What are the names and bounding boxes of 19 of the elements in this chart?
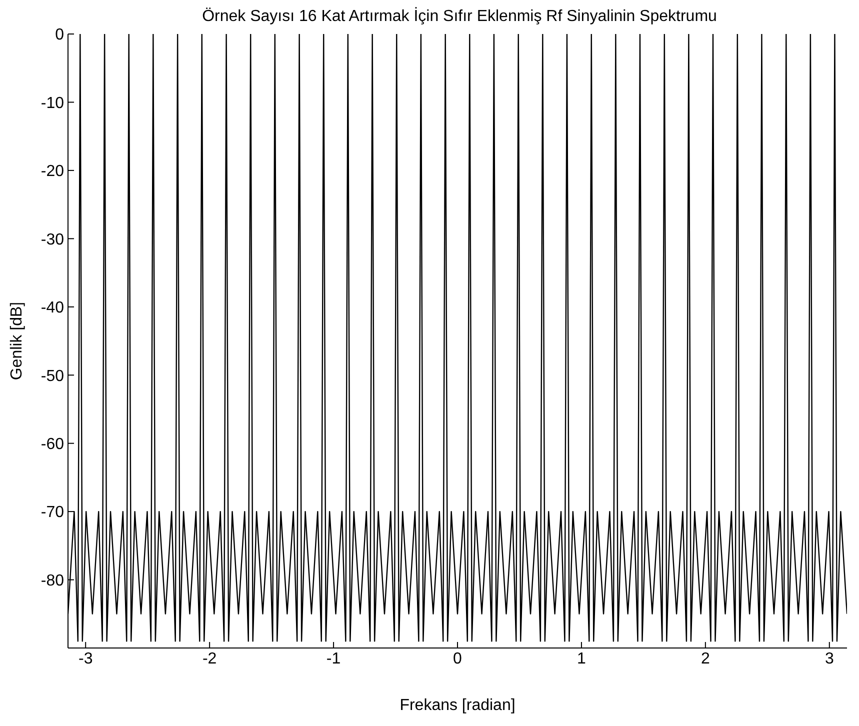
x-tick-label: 1 (577, 650, 586, 668)
x-tick-label: -1 (326, 650, 341, 668)
y-tick-label: -30 (40, 231, 64, 248)
x-tick-label: -2 (202, 650, 217, 668)
x-axis-title: Frekans [radian] (400, 697, 516, 714)
y-axis-title: Genlik [dB] (8, 302, 26, 380)
y-tick-label: 0 (55, 26, 64, 44)
x-tick-label: 3 (824, 650, 834, 668)
y-tick-label: -80 (40, 572, 64, 590)
y-tick-label: -60 (40, 436, 64, 454)
y-tick-label: -10 (40, 94, 64, 112)
y-tick-label: -40 (40, 300, 64, 317)
x-tick-label: 0 (453, 650, 462, 668)
y-tick-label: -70 (40, 504, 64, 522)
chart-title: Örnek Sayısı 16 Kat Artırmak İçin Sıfır Eklenmiş Rf Sinyalinin Spektrumu (201, 8, 718, 26)
y-tick-label: -50 (40, 368, 64, 385)
y-tick-label: -20 (40, 163, 64, 180)
x-tick-label: 2 (700, 650, 710, 668)
x-tick-label: -3 (78, 650, 93, 668)
